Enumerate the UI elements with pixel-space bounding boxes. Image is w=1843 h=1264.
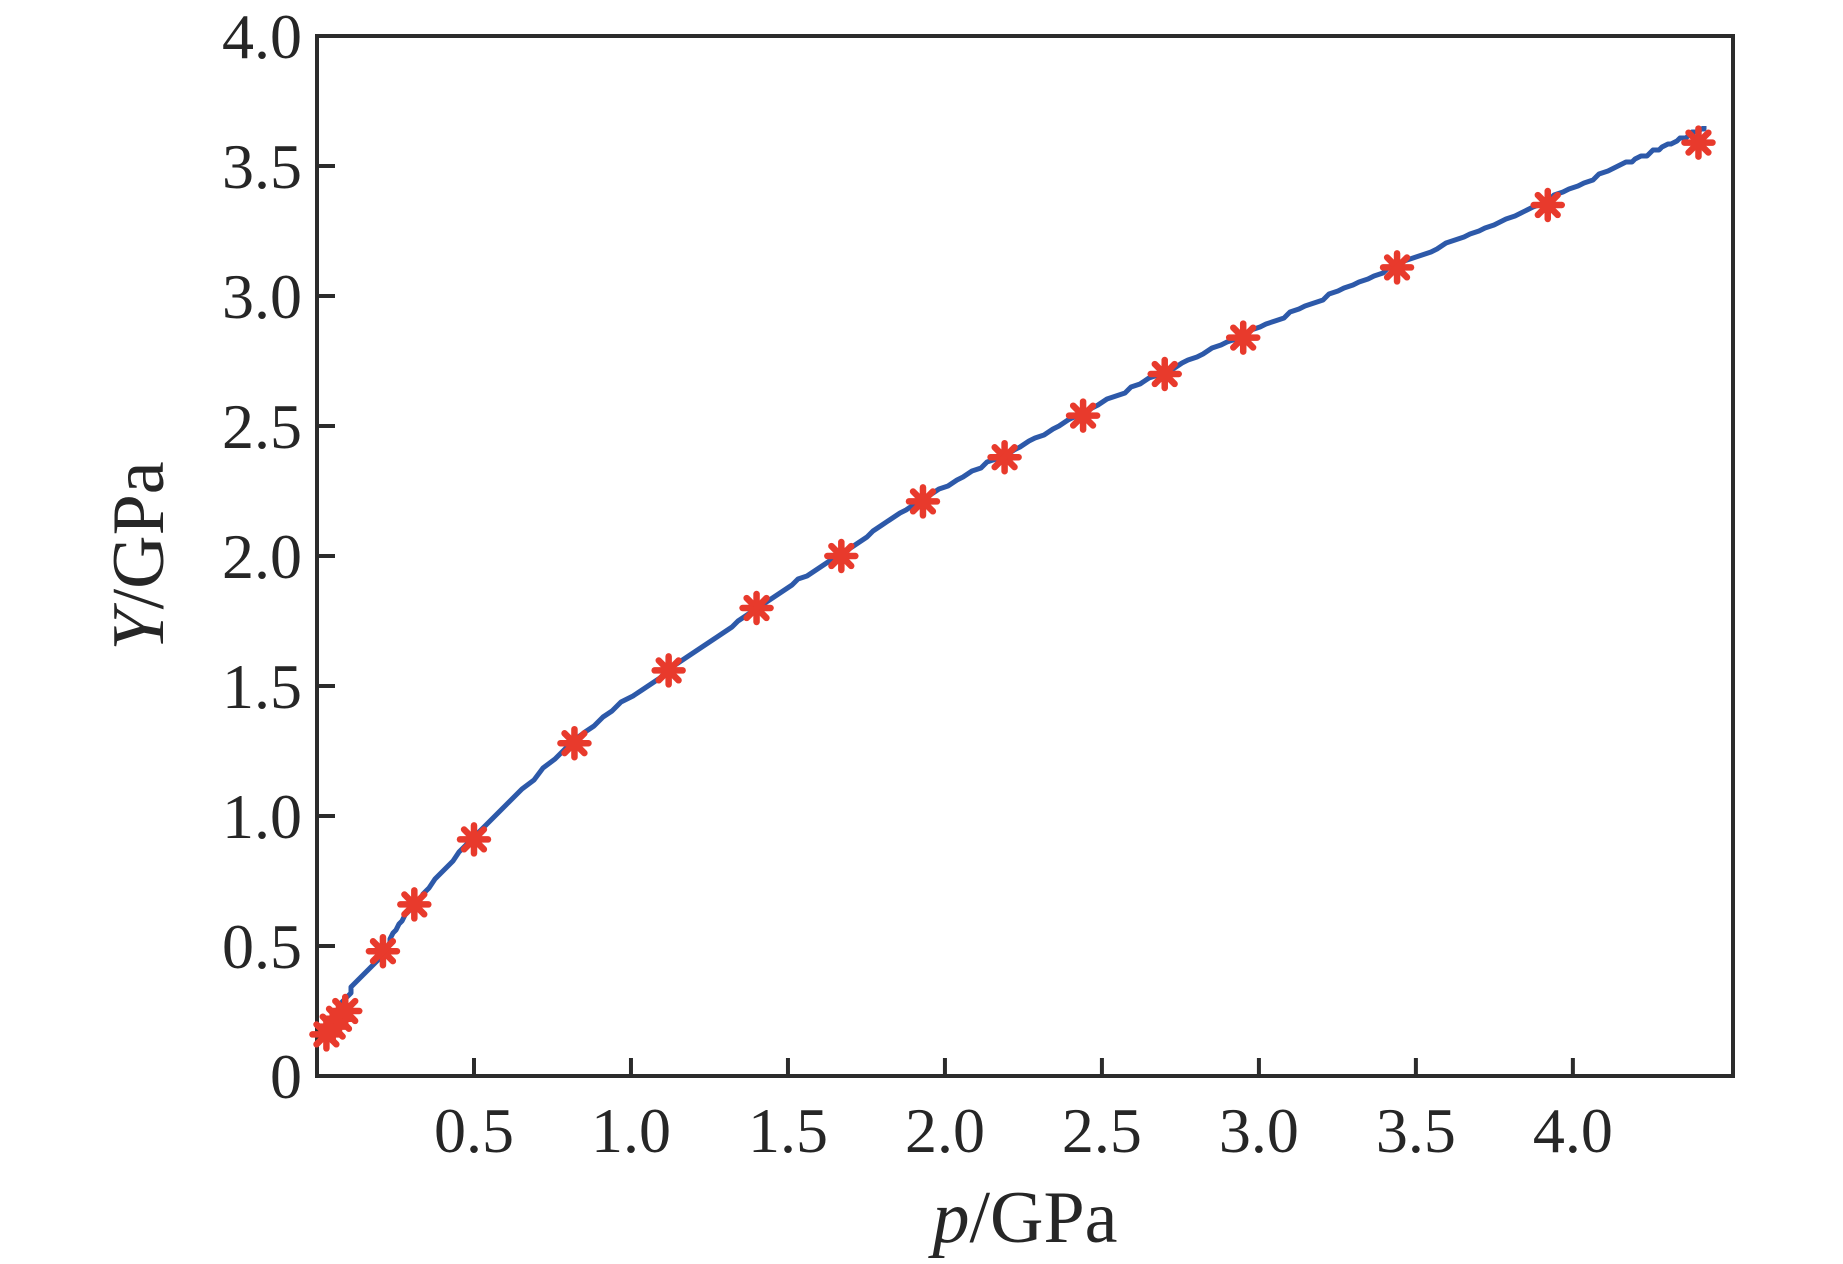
x-tick-label: 2.5 bbox=[1062, 1095, 1142, 1166]
x-tick-label: 3.5 bbox=[1376, 1095, 1456, 1166]
x-tick-label: 2.0 bbox=[905, 1095, 985, 1166]
data-point-marker bbox=[365, 933, 401, 969]
y-axis-title: Y/GPa bbox=[98, 461, 180, 650]
y-tick-label: 3.0 bbox=[222, 261, 302, 332]
asterisk-arm bbox=[743, 594, 770, 622]
y-tick-label: 3.5 bbox=[222, 131, 302, 202]
x-tick-label: 0.5 bbox=[434, 1095, 514, 1166]
data-point-marker bbox=[456, 822, 492, 857]
y-axis-variable: Y bbox=[98, 603, 180, 651]
asterisk-arm bbox=[561, 730, 588, 757]
data-point-marker bbox=[739, 590, 774, 626]
x-axis-variable: p bbox=[928, 1177, 970, 1259]
data-point-marker bbox=[824, 538, 859, 574]
y-tick-label: 1.5 bbox=[222, 651, 302, 722]
x-tick-label: 4.0 bbox=[1533, 1095, 1613, 1166]
x-axis-unit: /GPa bbox=[970, 1177, 1118, 1259]
x-axis-tick-labels: 0.5 1.0 1.5 2.0 2.5 3.0 3.5 4.0 bbox=[434, 1095, 1613, 1166]
asterisk-arm bbox=[1383, 254, 1411, 281]
asterisk-arm bbox=[460, 826, 488, 853]
data-point-marker bbox=[1065, 398, 1101, 433]
y-tick-label: 0.5 bbox=[222, 911, 302, 982]
asterisk-arm bbox=[1685, 129, 1712, 156]
y-tick-label: 2.5 bbox=[222, 391, 302, 462]
fit-curve-line bbox=[333, 126, 1707, 1017]
asterisk-arm bbox=[655, 657, 682, 684]
asterisk-arm bbox=[1230, 324, 1257, 351]
data-point-marker bbox=[1530, 187, 1566, 223]
data-point-marker bbox=[328, 993, 363, 1029]
data-point-marker bbox=[987, 439, 1022, 475]
x-tick-label: 1.5 bbox=[748, 1095, 828, 1166]
y-tick-label: 0 bbox=[270, 1041, 302, 1112]
asterisk-arm bbox=[1534, 191, 1561, 219]
asterisk-arm bbox=[1069, 402, 1097, 429]
asterisk-arm bbox=[909, 488, 937, 515]
y-axis-ticks bbox=[317, 34, 335, 1078]
x-axis-ticks bbox=[471, 1058, 1575, 1076]
data-point-marker bbox=[1225, 320, 1261, 355]
x-axis-title: p/GPa bbox=[928, 1177, 1118, 1259]
data-point-marker bbox=[1379, 250, 1415, 285]
fit-curve-layer bbox=[333, 126, 1707, 1017]
data-point-marker bbox=[1147, 356, 1182, 392]
data-point-marker bbox=[905, 484, 941, 519]
asterisk-arm bbox=[401, 891, 428, 918]
y-axis-tick-labels: 0 0.5 1.0 1.5 2.0 2.5 3.0 3.5 4.0 bbox=[222, 1, 302, 1112]
data-point-marker bbox=[557, 725, 592, 761]
y-tick-label: 1.0 bbox=[222, 781, 302, 852]
y-tick-label: 4.0 bbox=[222, 1, 302, 72]
y-axis-unit: /GPa bbox=[98, 461, 180, 609]
x-tick-label: 3.0 bbox=[1219, 1095, 1299, 1166]
asterisk-arm bbox=[1151, 360, 1178, 388]
data-point-markers bbox=[309, 125, 1716, 1052]
y-tick-label: 2.0 bbox=[222, 521, 302, 592]
data-point-marker bbox=[397, 887, 432, 922]
data-point-marker bbox=[1681, 125, 1716, 160]
x-tick-label: 1.0 bbox=[591, 1095, 671, 1166]
plot-border bbox=[315, 34, 1735, 1078]
asterisk-arm bbox=[332, 997, 359, 1025]
asterisk-arm bbox=[828, 542, 855, 570]
data-point-marker bbox=[651, 653, 686, 688]
asterisk-arm bbox=[991, 444, 1018, 471]
asterisk-arm bbox=[369, 938, 397, 965]
